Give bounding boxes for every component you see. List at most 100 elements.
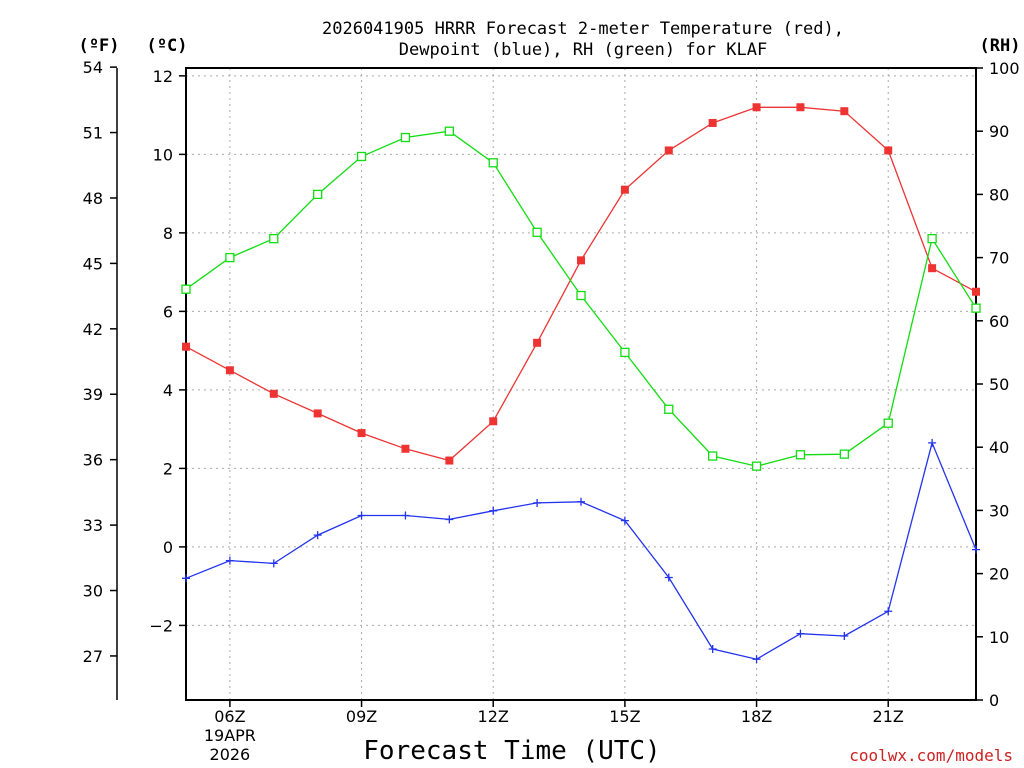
rh-tick-label: 0 <box>989 691 999 710</box>
temperature-point <box>972 287 980 296</box>
rh-point <box>444 126 454 136</box>
grid-lines <box>186 68 976 700</box>
dewpoint-point <box>269 559 278 568</box>
rh-tick-label: 70 <box>989 249 1009 268</box>
rh-tick-label: 80 <box>989 185 1009 204</box>
rh-point <box>971 303 981 313</box>
dewpoint-point <box>972 545 980 554</box>
x-tick-label: 09Z <box>346 707 377 726</box>
x-tick-label: 21Z <box>873 707 904 726</box>
rh-point <box>400 132 411 143</box>
temperature-point <box>620 185 629 194</box>
fahrenheit-tick-label: 33 <box>83 516 103 535</box>
temperature-line <box>185 106 977 462</box>
dewpoint-point <box>664 573 673 582</box>
fahrenheit-tick-label: 51 <box>83 124 103 143</box>
temperature-point <box>752 103 761 112</box>
dewpoint-point <box>401 511 410 520</box>
rh-point <box>708 451 718 461</box>
temperature-point <box>708 118 717 127</box>
temperature-point <box>884 146 893 155</box>
rh-point <box>839 449 849 459</box>
rh-tick-label: 30 <box>989 501 1009 520</box>
temperature-point <box>313 409 322 418</box>
chart-title-line2: Dewpoint (blue), RH (green) for KLAF <box>399 40 767 60</box>
dewpoint-point <box>884 607 893 616</box>
x-tick-year-label: 2026 <box>210 745 251 764</box>
x-tick-label: 18Z <box>741 707 772 726</box>
temperature-point <box>401 444 410 453</box>
fahrenheit-unit-label: (ºF) <box>79 36 120 56</box>
rh-tick-label: 40 <box>989 438 1009 457</box>
rh-point <box>532 227 542 237</box>
x-axis-label: Forecast Time (UTC) <box>363 736 660 766</box>
fahrenheit-tick-label: 39 <box>83 385 103 404</box>
x-tick-label: 15Z <box>609 707 640 726</box>
celsius-tick-label: 0 <box>163 538 173 557</box>
rh-point <box>576 290 586 301</box>
plot-frame <box>185 67 977 701</box>
dewpoint-point <box>928 438 937 447</box>
dewpoint-point <box>489 506 498 515</box>
chart-title-line1: 2026041905 HRRR Forecast 2-meter Tempera… <box>322 19 844 39</box>
fahrenheit-tick-label: 48 <box>83 189 103 208</box>
rh-point <box>883 418 893 428</box>
temperature-point <box>577 256 585 265</box>
dewpoint-point <box>796 629 805 638</box>
rh-point <box>181 284 191 294</box>
temperature-point <box>182 342 190 351</box>
rh-point <box>620 347 630 358</box>
temperature-point <box>928 264 937 273</box>
rh-point <box>795 450 806 460</box>
temperature-point <box>796 103 805 112</box>
dewpoint-line <box>185 440 977 660</box>
rh-point <box>927 233 937 244</box>
fahrenheit-tick-label: 36 <box>83 451 103 470</box>
dewpoint-point <box>708 644 717 653</box>
fahrenheit-tick-label: 54 <box>83 58 103 77</box>
dewpoint-point <box>182 574 190 583</box>
temperature-point <box>225 366 234 375</box>
temperature-point <box>489 417 498 426</box>
rh-tick-label: 60 <box>989 312 1009 331</box>
rh-point <box>225 252 235 263</box>
rh-tick-label: 100 <box>989 59 1020 78</box>
dewpoint-point <box>840 632 849 641</box>
fahrenheit-tick-label: 27 <box>83 647 103 666</box>
rh-tick-label: 90 <box>989 122 1009 141</box>
celsius-tick-label: 6 <box>163 302 173 321</box>
rh-point <box>751 461 762 471</box>
x-tick-date-label: 19APR <box>204 726 256 745</box>
dewpoint-point <box>313 531 322 540</box>
axes: 27 30 33 36 39 42 45 48 51 54 −2 0 2 4 6 8 10 12 0 10 20 30 40… <box>83 58 1020 764</box>
dewpoint-point <box>357 511 366 520</box>
rh-point <box>664 404 674 414</box>
rh-point <box>488 158 498 168</box>
dewpoint-point <box>533 498 542 507</box>
rh-tick-label: 10 <box>989 628 1009 647</box>
celsius-unit-label: (ºC) <box>147 36 188 56</box>
temperature-point <box>269 389 278 398</box>
celsius-tick-label: 8 <box>163 224 173 243</box>
celsius-tick-label: 12 <box>153 67 173 86</box>
x-tick-label: 06Z <box>214 707 245 726</box>
celsius-tick-label: −2 <box>149 616 173 635</box>
series-layer <box>181 103 981 664</box>
temperature-point <box>533 338 542 347</box>
rh-point <box>356 151 367 162</box>
temperature-point <box>664 146 673 155</box>
rh-unit-label: (RH) <box>980 36 1021 56</box>
dewpoint-point <box>445 515 454 524</box>
rh-point <box>313 189 323 200</box>
rh-point <box>269 233 279 244</box>
celsius-tick-label: 10 <box>153 145 173 164</box>
temperature-point <box>357 429 366 438</box>
dewpoint-point <box>577 497 585 506</box>
fahrenheit-tick-label: 45 <box>83 254 103 273</box>
celsius-tick-label: 4 <box>163 381 173 400</box>
credit-text: coolwx.com/models <box>849 746 1013 765</box>
x-tick-label: 12Z <box>478 707 509 726</box>
fahrenheit-tick-label: 42 <box>83 320 103 339</box>
temperature-point <box>840 107 849 116</box>
